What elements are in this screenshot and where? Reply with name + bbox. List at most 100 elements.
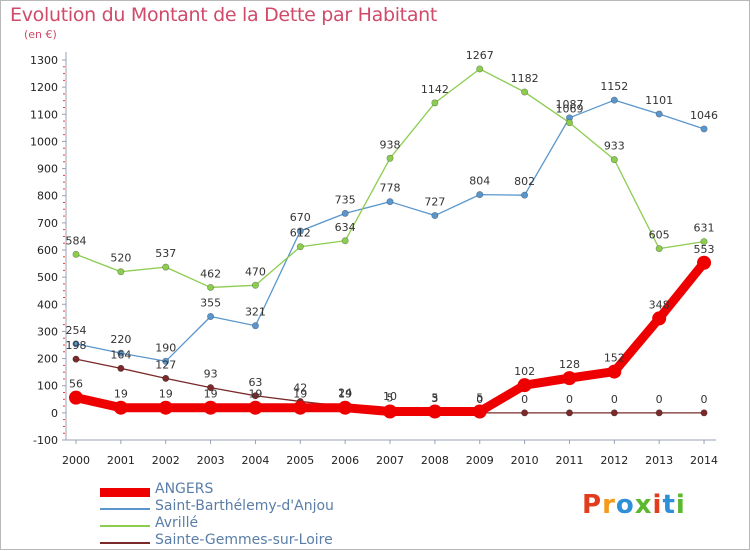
x-tick-label: 2007 — [376, 454, 404, 467]
data-label: 634 — [335, 221, 356, 234]
y-tick-label: 700 — [37, 217, 58, 230]
data-label: 933 — [604, 140, 625, 153]
y-axis-unit: (en €) — [24, 28, 57, 41]
logo-letter: x — [634, 490, 653, 520]
data-label: 355 — [200, 297, 221, 310]
data-label: 3 — [431, 392, 438, 405]
y-tick-label: 400 — [37, 298, 58, 311]
data-point — [251, 281, 259, 289]
legend-item: Avrillé — [100, 515, 400, 534]
data-point — [341, 209, 349, 217]
logo-letter: o — [615, 490, 635, 520]
logo-letter: P — [582, 490, 603, 520]
data-point — [610, 409, 618, 417]
logo-letter: i — [652, 490, 663, 520]
data-point — [72, 355, 80, 363]
data-point — [293, 400, 308, 415]
legend-item: Sainte-Gemmes-sur-Loire — [100, 532, 400, 551]
data-label: 584 — [66, 234, 87, 247]
legend-label: ANGERS — [155, 481, 214, 497]
data-point — [207, 384, 215, 392]
data-point — [386, 154, 394, 162]
data-label: 1087 — [555, 98, 583, 111]
data-point — [162, 357, 170, 365]
data-point — [431, 99, 439, 107]
data-label: 128 — [559, 358, 580, 371]
data-point — [207, 312, 215, 320]
data-label: 802 — [514, 175, 535, 188]
data-point — [248, 400, 263, 415]
data-point — [69, 390, 83, 405]
data-label: 727 — [424, 196, 445, 209]
y-tick-label: 1000 — [30, 135, 58, 148]
legend-label: Sainte-Gemmes-sur-Loire — [155, 532, 333, 548]
data-point — [117, 349, 125, 357]
data-point — [431, 212, 439, 220]
data-label: 1142 — [421, 83, 449, 96]
data-label: 152 — [604, 352, 625, 365]
data-point — [158, 400, 173, 415]
data-label: 220 — [110, 333, 131, 346]
data-label: 42 — [293, 381, 307, 394]
data-label: 164 — [110, 348, 131, 361]
legend-swatch — [100, 542, 150, 544]
data-label: 1182 — [511, 72, 539, 85]
data-label: 1152 — [600, 80, 628, 93]
legend-swatch — [100, 525, 150, 527]
data-point — [521, 88, 529, 96]
legend-label: Saint-Barthélemy-d'Anjou — [155, 498, 334, 514]
data-point — [655, 409, 663, 417]
logo-letter: r — [602, 490, 616, 520]
y-tick-label: 1100 — [30, 108, 58, 121]
legend-swatch — [100, 508, 150, 510]
y-tick-label: 500 — [37, 271, 58, 284]
data-point — [610, 156, 618, 164]
data-label: 19 — [159, 388, 173, 401]
legend-item: ANGERS — [100, 481, 400, 500]
x-tick-label: 2014 — [690, 454, 718, 467]
data-label: 553 — [694, 243, 715, 256]
x-tick-label: 2004 — [241, 454, 269, 467]
legend-item: Saint-Barthélemy-d'Anjou — [100, 498, 400, 517]
x-tick-label: 2003 — [197, 454, 225, 467]
y-tick-label: 1200 — [30, 81, 58, 94]
y-tick-label: 100 — [37, 380, 58, 393]
data-label: 102 — [514, 365, 535, 378]
data-label: 0 — [701, 393, 708, 406]
data-label: 5 — [476, 392, 483, 405]
data-point — [386, 198, 394, 206]
data-point — [117, 268, 125, 276]
x-tick-label: 2008 — [421, 454, 449, 467]
data-point — [565, 409, 573, 417]
data-label: 520 — [110, 252, 131, 265]
data-label: 321 — [245, 306, 266, 319]
data-label: 254 — [66, 324, 87, 337]
data-label: 190 — [155, 341, 176, 354]
data-point — [251, 392, 259, 400]
data-label: 56 — [69, 378, 83, 391]
data-point — [162, 374, 170, 382]
y-tick-label: 800 — [37, 190, 58, 203]
logo-letter: t — [662, 490, 676, 520]
data-point — [296, 243, 304, 251]
data-point — [476, 191, 484, 199]
data-point — [565, 119, 573, 127]
data-label: 198 — [66, 339, 87, 352]
proxiti-logo: Proxiti — [582, 490, 686, 520]
data-point — [521, 191, 529, 199]
x-tick-label: 2011 — [555, 454, 583, 467]
data-label: 0 — [566, 393, 573, 406]
x-tick-label: 2009 — [466, 454, 494, 467]
data-point — [700, 409, 708, 417]
y-tick-label: 600 — [37, 244, 58, 257]
data-label: 605 — [649, 229, 670, 242]
data-point — [72, 250, 80, 258]
data-label: 670 — [290, 211, 311, 224]
data-label: 631 — [694, 222, 715, 235]
legend-label: Avrillé — [155, 515, 199, 531]
data-label: 19 — [248, 388, 262, 401]
data-label: 735 — [335, 193, 356, 206]
data-label: 1267 — [466, 49, 494, 62]
